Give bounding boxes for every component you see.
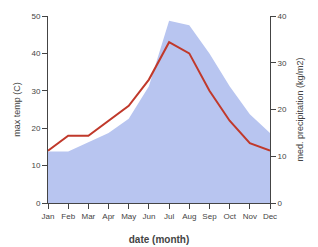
svg-text:10: 10 (31, 161, 40, 170)
svg-text:Aug: Aug (182, 212, 196, 221)
svg-text:Dec: Dec (263, 212, 277, 221)
svg-text:Jan: Jan (42, 212, 55, 221)
svg-text:Oct: Oct (223, 212, 236, 221)
svg-text:30: 30 (278, 59, 287, 68)
svg-text:Sep: Sep (202, 212, 217, 221)
svg-text:0: 0 (36, 199, 41, 208)
svg-text:40: 40 (31, 49, 40, 58)
svg-text:date (month): date (month) (129, 234, 190, 245)
svg-text:Feb: Feb (61, 212, 75, 221)
svg-text:0: 0 (278, 199, 283, 208)
svg-text:50: 50 (31, 12, 40, 21)
svg-text:10: 10 (278, 152, 287, 161)
svg-text:med. precipitation (kg/m2): med. precipitation (kg/m2) (295, 57, 305, 161)
svg-text:40: 40 (278, 12, 287, 21)
svg-text:Mar: Mar (81, 212, 95, 221)
svg-text:Jun: Jun (142, 212, 155, 221)
svg-text:May: May (121, 212, 136, 221)
svg-text:Jul: Jul (164, 212, 174, 221)
svg-text:max temp (C): max temp (C) (12, 82, 22, 137)
svg-text:30: 30 (31, 87, 40, 96)
svg-text:Apr: Apr (102, 212, 115, 221)
svg-text:Nov: Nov (243, 212, 257, 221)
svg-text:20: 20 (31, 124, 40, 133)
svg-text:20: 20 (278, 105, 287, 114)
